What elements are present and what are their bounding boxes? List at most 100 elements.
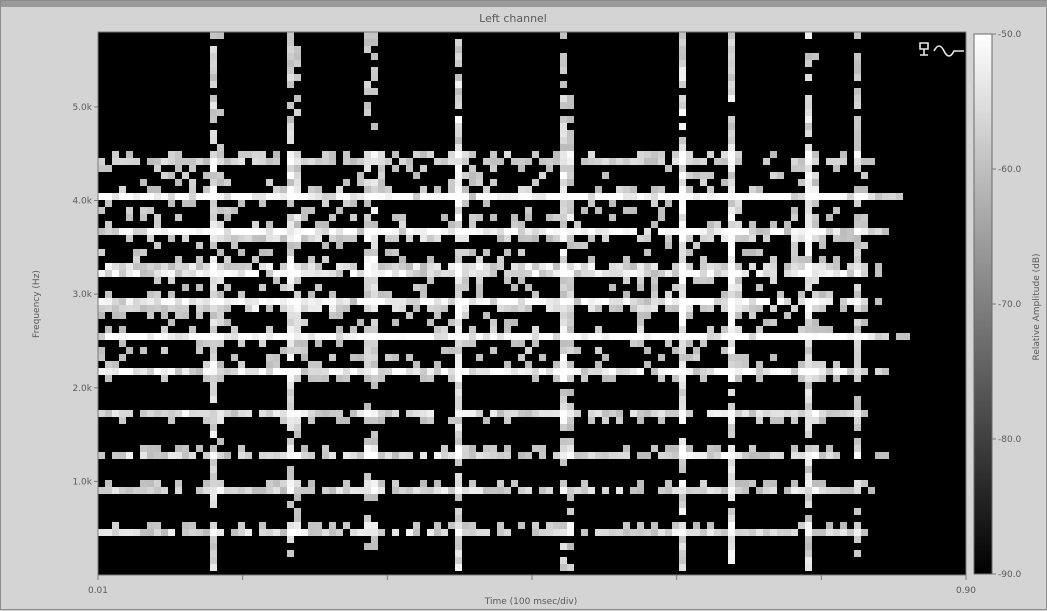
heatmap-cell: [329, 333, 336, 340]
heatmap-cell: [196, 270, 203, 277]
heatmap-cell: [301, 263, 308, 270]
heatmap-cell: [672, 228, 679, 235]
heatmap-cell: [182, 263, 189, 270]
heatmap-cell: [854, 88, 861, 95]
heatmap-cell: [812, 221, 819, 228]
heatmap-cell: [784, 487, 791, 494]
heatmap-cell: [511, 480, 518, 487]
heatmap-cell: [777, 298, 784, 305]
heatmap-cell: [805, 361, 812, 368]
heatmap-cell: [882, 228, 889, 235]
heatmap-cell: [350, 410, 357, 417]
heatmap-cell: [679, 207, 686, 214]
heatmap-cell: [560, 151, 567, 158]
heatmap-cell: [364, 270, 371, 277]
heatmap-cell: [189, 193, 196, 200]
heatmap-cell: [861, 270, 868, 277]
heatmap-cell: [119, 326, 126, 333]
heatmap-cell: [721, 529, 728, 536]
heatmap-cell: [875, 368, 882, 375]
heatmap-cell: [287, 452, 294, 459]
heatmap-cell: [105, 368, 112, 375]
heatmap-cell: [728, 277, 735, 284]
heatmap-cell: [462, 340, 469, 347]
heatmap-cell: [154, 291, 161, 298]
heatmap-cell: [224, 284, 231, 291]
heatmap-cell: [728, 165, 735, 172]
heatmap-cell: [490, 263, 497, 270]
heatmap-cell: [455, 494, 462, 501]
heatmap-cell: [210, 165, 217, 172]
heatmap-cell: [357, 410, 364, 417]
heatmap-cell: [854, 200, 861, 207]
heatmap-cell: [378, 529, 385, 536]
spectrum-analyzer-icon[interactable]: [916, 39, 968, 59]
heatmap-cell: [455, 221, 462, 228]
heatmap-cell: [581, 193, 588, 200]
colorbar-tick-label-1: -60.0: [998, 165, 1022, 175]
heatmap-cell: [525, 235, 532, 242]
heatmap-cell: [714, 529, 721, 536]
heatmap-cell: [224, 452, 231, 459]
heatmap-cell: [560, 298, 567, 305]
heatmap-cell: [266, 221, 273, 228]
heatmap-cell: [609, 270, 616, 277]
heatmap-cell: [770, 277, 777, 284]
heatmap-cell: [560, 130, 567, 137]
heatmap-cell: [217, 172, 224, 179]
heatmap-cell: [399, 158, 406, 165]
heatmap-cell: [539, 487, 546, 494]
heatmap-cell: [133, 529, 140, 536]
heatmap-cell: [861, 410, 868, 417]
heatmap-cell: [504, 228, 511, 235]
heatmap-cell: [434, 452, 441, 459]
heatmap-cell: [273, 410, 280, 417]
heatmap-cell: [350, 368, 357, 375]
heatmap-cell: [462, 200, 469, 207]
heatmap-cell: [476, 263, 483, 270]
heatmap-cell: [455, 403, 462, 410]
heatmap-cell: [490, 270, 497, 277]
heatmap-cell: [448, 263, 455, 270]
heatmap-cell: [385, 249, 392, 256]
heatmap-cell: [805, 221, 812, 228]
heatmap-cell: [455, 326, 462, 333]
heatmap-cell: [266, 179, 273, 186]
heatmap-cell: [343, 368, 350, 375]
heatmap-cell: [616, 158, 623, 165]
heatmap-cell: [231, 333, 238, 340]
heatmap-cell: [210, 242, 217, 249]
heatmap-cell: [476, 368, 483, 375]
heatmap-cell: [280, 284, 287, 291]
heatmap-cell: [679, 102, 686, 109]
heatmap-cell: [378, 263, 385, 270]
heatmap-cell: [210, 67, 217, 74]
heatmap-cell: [140, 263, 147, 270]
heatmap-cell: [462, 487, 469, 494]
heatmap-cell: [357, 172, 364, 179]
heatmap-cell: [560, 158, 567, 165]
heatmap-cell: [560, 235, 567, 242]
heatmap-cell: [252, 158, 259, 165]
heatmap-cell: [518, 298, 525, 305]
heatmap-cell: [308, 158, 315, 165]
heatmap-cell: [665, 340, 672, 347]
heatmap-cell: [658, 151, 665, 158]
heatmap-cell: [756, 298, 763, 305]
heatmap-cell: [560, 319, 567, 326]
heatmap-cell: [238, 151, 245, 158]
heatmap-cell: [532, 340, 539, 347]
heatmap-cell: [798, 158, 805, 165]
heatmap-cell: [658, 158, 665, 165]
heatmap-cell: [665, 270, 672, 277]
heatmap-cell: [427, 277, 434, 284]
heatmap-cell: [679, 354, 686, 361]
heatmap-cell: [154, 270, 161, 277]
heatmap-cell: [560, 557, 567, 564]
heatmap-cell: [154, 410, 161, 417]
heatmap-cell: [490, 151, 497, 158]
heatmap-cell: [525, 263, 532, 270]
heatmap-cell: [749, 305, 756, 312]
heatmap-cell: [728, 144, 735, 151]
